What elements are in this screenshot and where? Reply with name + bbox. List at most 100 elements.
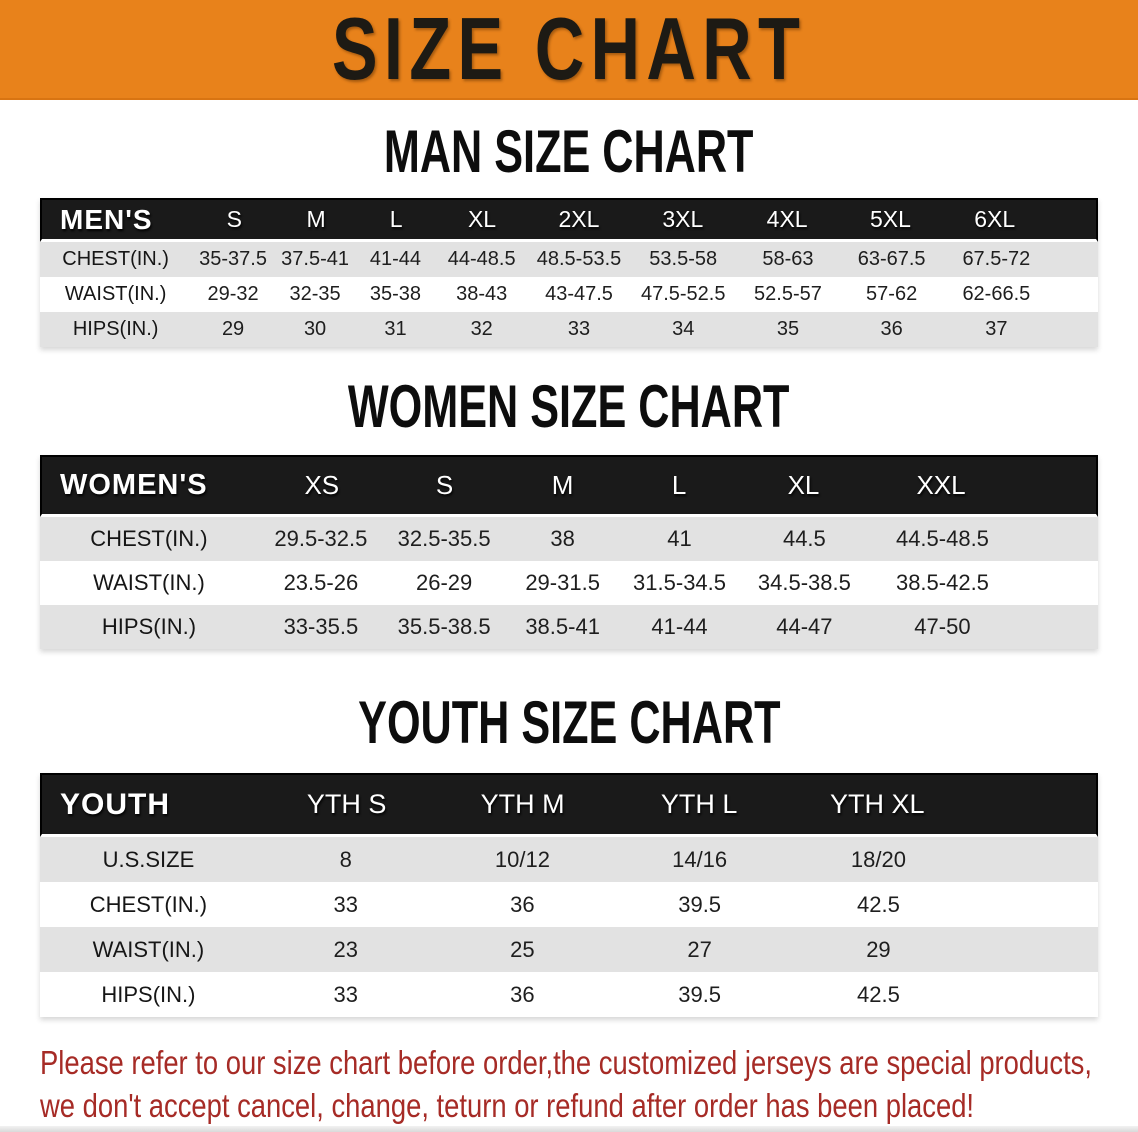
measure-row-label: WAIST(IN.) bbox=[64, 283, 167, 305]
table-cell: 14/16 bbox=[672, 846, 728, 872]
size-column-header: L bbox=[389, 206, 403, 232]
table-row: CHEST(IN.) 29.5-32.5 32.5-35.5 38 41 44.5 44.5… bbox=[40, 517, 1098, 561]
size-column-header: YTH S bbox=[306, 789, 387, 819]
bottom-edge-strip bbox=[0, 1126, 1138, 1132]
table-row: U.S.SIZE 8 10/12 14/16 18/20 bbox=[40, 837, 1098, 882]
table-cell: 41-44 bbox=[369, 248, 422, 270]
table-cell: 47.5-52.5 bbox=[640, 283, 726, 305]
table-row: WAIST(IN.) 23.5-26 26-29 29-31.5 31.5-34.5 34… bbox=[40, 561, 1098, 605]
table-cell: 30 bbox=[303, 318, 327, 340]
table-row: CHEST(IN.) 33 36 39.5 42.5 bbox=[40, 882, 1098, 927]
table-cell: 29-32 bbox=[207, 283, 259, 305]
measure-row-label: WAIST(IN.) bbox=[93, 570, 205, 595]
table-cell: 26-29 bbox=[415, 570, 473, 595]
table-cell: 29 bbox=[221, 318, 245, 340]
table-cell: 36 bbox=[880, 318, 903, 340]
youth-size-section: YOUTH SIZE CHART YOUTH YTH S YTH M YTH L YTH… bbox=[0, 689, 1138, 1017]
size-column-header: M bbox=[551, 470, 574, 500]
size-column-header: S bbox=[226, 206, 243, 232]
table-cell: 31 bbox=[384, 318, 407, 340]
table-row: HIPS(IN.) 29 30 31 32 33 34 35 36 37 bbox=[40, 312, 1098, 347]
women-section-title: WOMEN SIZE CHART bbox=[0, 373, 1138, 440]
table-cell: 34 bbox=[672, 318, 695, 340]
table-cell: 44.5-48.5 bbox=[895, 526, 989, 551]
size-column-header: XL bbox=[787, 470, 820, 500]
size-column-header: YTH XL bbox=[830, 789, 925, 819]
table-title-cell: WOMEN'S bbox=[60, 469, 208, 501]
men-size-table: MEN'S S M L XL 2XL 3XL 4XL 5XL 6XL CHEST(IN.) 35-37… bbox=[40, 198, 1098, 347]
table-row: WAIST(IN.) 29-32 32-35 35-38 38-43 43-47.5 47.… bbox=[40, 277, 1098, 312]
banner-title: SIZE CHART bbox=[331, 0, 807, 98]
size-column-header: YTH M bbox=[480, 789, 565, 819]
table-title-cell: YOUTH bbox=[60, 787, 170, 821]
women-section-title-text: WOMEN SIZE CHART bbox=[348, 373, 790, 440]
table-cell: 18/20 bbox=[850, 846, 906, 872]
table-cell: 48.5-53.5 bbox=[536, 248, 622, 270]
table-row: CHEST(IN.) 35-37.5 37.5-41 41-44 44-48.5 48.5… bbox=[40, 242, 1098, 277]
disclaimer: Please refer to our size chart before or… bbox=[40, 1041, 1138, 1127]
table-cell: 32-35 bbox=[289, 283, 341, 305]
table-cell: 38.5-41 bbox=[525, 614, 600, 639]
size-column-header: YTH L bbox=[660, 789, 738, 819]
table-cell: 57-62 bbox=[866, 283, 918, 305]
table-cell: 32.5-35.5 bbox=[397, 526, 491, 551]
table-cell: 47-50 bbox=[914, 614, 971, 639]
table-cell: 38.5-42.5 bbox=[895, 570, 989, 595]
table-cell: 39.5 bbox=[678, 981, 722, 1007]
measure-row-label: U.S.SIZE bbox=[102, 846, 195, 872]
table-cell: 44.5 bbox=[782, 526, 826, 551]
men-section-title: MAN SIZE CHART bbox=[0, 118, 1138, 185]
measure-row-label: CHEST(IN.) bbox=[89, 891, 208, 917]
table-cell: 42.5 bbox=[857, 891, 900, 917]
measure-row-label: HIPS(IN.) bbox=[101, 614, 197, 639]
table-title-cell: MEN'S bbox=[60, 203, 153, 235]
table-cell: 27 bbox=[687, 936, 712, 962]
youth-section-title-text: YOUTH SIZE CHART bbox=[357, 689, 781, 756]
table-cell: 23.5-26 bbox=[283, 570, 359, 595]
youth-section-title: YOUTH SIZE CHART bbox=[0, 689, 1138, 756]
size-column-header: XS bbox=[304, 470, 340, 500]
table-cell: 36 bbox=[510, 891, 535, 917]
size-column-header: 3XL bbox=[662, 206, 704, 232]
table-cell: 36 bbox=[510, 981, 535, 1007]
men-size-section: MAN SIZE CHART MEN'S S M L XL 2XL 3XL 4XL 5XL 6XL… bbox=[0, 118, 1138, 347]
table-cell: 10/12 bbox=[494, 846, 550, 872]
size-column-header: 4XL bbox=[766, 206, 808, 232]
women-size-section: WOMEN SIZE CHART WOMEN'S XS S M L XL XXL CHEST(… bbox=[0, 373, 1138, 649]
size-column-header: 6XL bbox=[974, 206, 1016, 232]
table-cell: 63-67.5 bbox=[857, 248, 926, 270]
table-row: WAIST(IN.) 23 25 27 29 bbox=[40, 927, 1098, 972]
table-cell: 31.5-34.5 bbox=[633, 570, 727, 595]
table-cell: 44-47 bbox=[776, 614, 833, 639]
table-header-row: WOMEN'S XS S M L XL XXL bbox=[40, 455, 1098, 517]
table-cell: 42.5 bbox=[857, 981, 900, 1007]
table-cell: 52.5-57 bbox=[754, 283, 822, 305]
measure-row-label: HIPS(IN.) bbox=[72, 318, 159, 340]
table-cell: 33 bbox=[333, 891, 358, 917]
youth-size-table: YOUTH YTH S YTH M YTH L YTH XL U.S.SIZE 8 10/12… bbox=[40, 773, 1098, 1017]
table-cell: 33 bbox=[333, 981, 358, 1007]
table-cell: 35-38 bbox=[369, 283, 422, 305]
table-cell: 35-37.5 bbox=[199, 248, 267, 270]
table-cell: 23 bbox=[333, 936, 358, 962]
table-cell: 35.5-38.5 bbox=[397, 614, 491, 639]
size-chart-banner: SIZE CHART bbox=[0, 0, 1138, 100]
table-cell: 8 bbox=[339, 846, 352, 872]
size-column-header: M bbox=[306, 206, 326, 232]
table-cell: 43-47.5 bbox=[545, 283, 613, 305]
size-column-header: XL bbox=[467, 206, 497, 232]
size-column-header: 2XL bbox=[558, 206, 600, 232]
table-header-row: MEN'S S M L XL 2XL 3XL 4XL 5XL 6XL bbox=[40, 198, 1098, 242]
table-cell: 39.5 bbox=[678, 891, 722, 917]
table-cell: 67.5-72 bbox=[962, 248, 1031, 270]
table-cell: 62-66.5 bbox=[962, 283, 1031, 305]
men-section-title-text: MAN SIZE CHART bbox=[384, 118, 754, 185]
table-cell: 25 bbox=[510, 936, 535, 962]
table-cell: 33 bbox=[567, 318, 591, 340]
table-cell: 35 bbox=[776, 318, 800, 340]
size-column-header: 5XL bbox=[869, 206, 911, 232]
size-column-header: L bbox=[671, 470, 687, 500]
table-cell: 37.5-41 bbox=[281, 248, 349, 270]
table-cell: 38-43 bbox=[456, 283, 508, 305]
women-size-table: WOMEN'S XS S M L XL XXL CHEST(IN.) 29.5-32.5 32.5… bbox=[40, 455, 1098, 649]
